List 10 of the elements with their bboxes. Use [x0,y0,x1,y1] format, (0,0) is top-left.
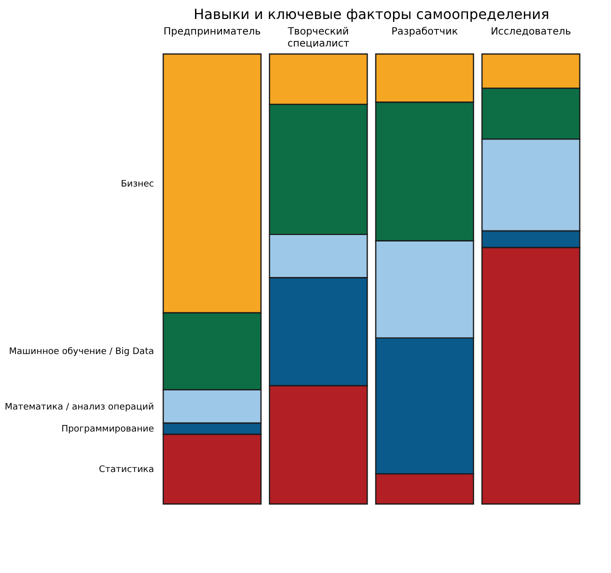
series-label: Машинное обучение / Big Data [8,347,154,358]
x-tick-label: Предприниматель [163,26,261,38]
chart-title: Навыки и ключевые факторы самоопределения [194,7,550,23]
series-label: Математика / анализ операций [4,402,154,412]
x-tick-label: Исследователь [490,26,572,38]
series-label: Бизнес [120,179,154,190]
series-label: Статистика [98,465,154,476]
x-tick-label: Разработчик [391,26,458,38]
x-tick-label: Творческий специалист [286,26,350,50]
series-label: Программирование [61,424,154,435]
